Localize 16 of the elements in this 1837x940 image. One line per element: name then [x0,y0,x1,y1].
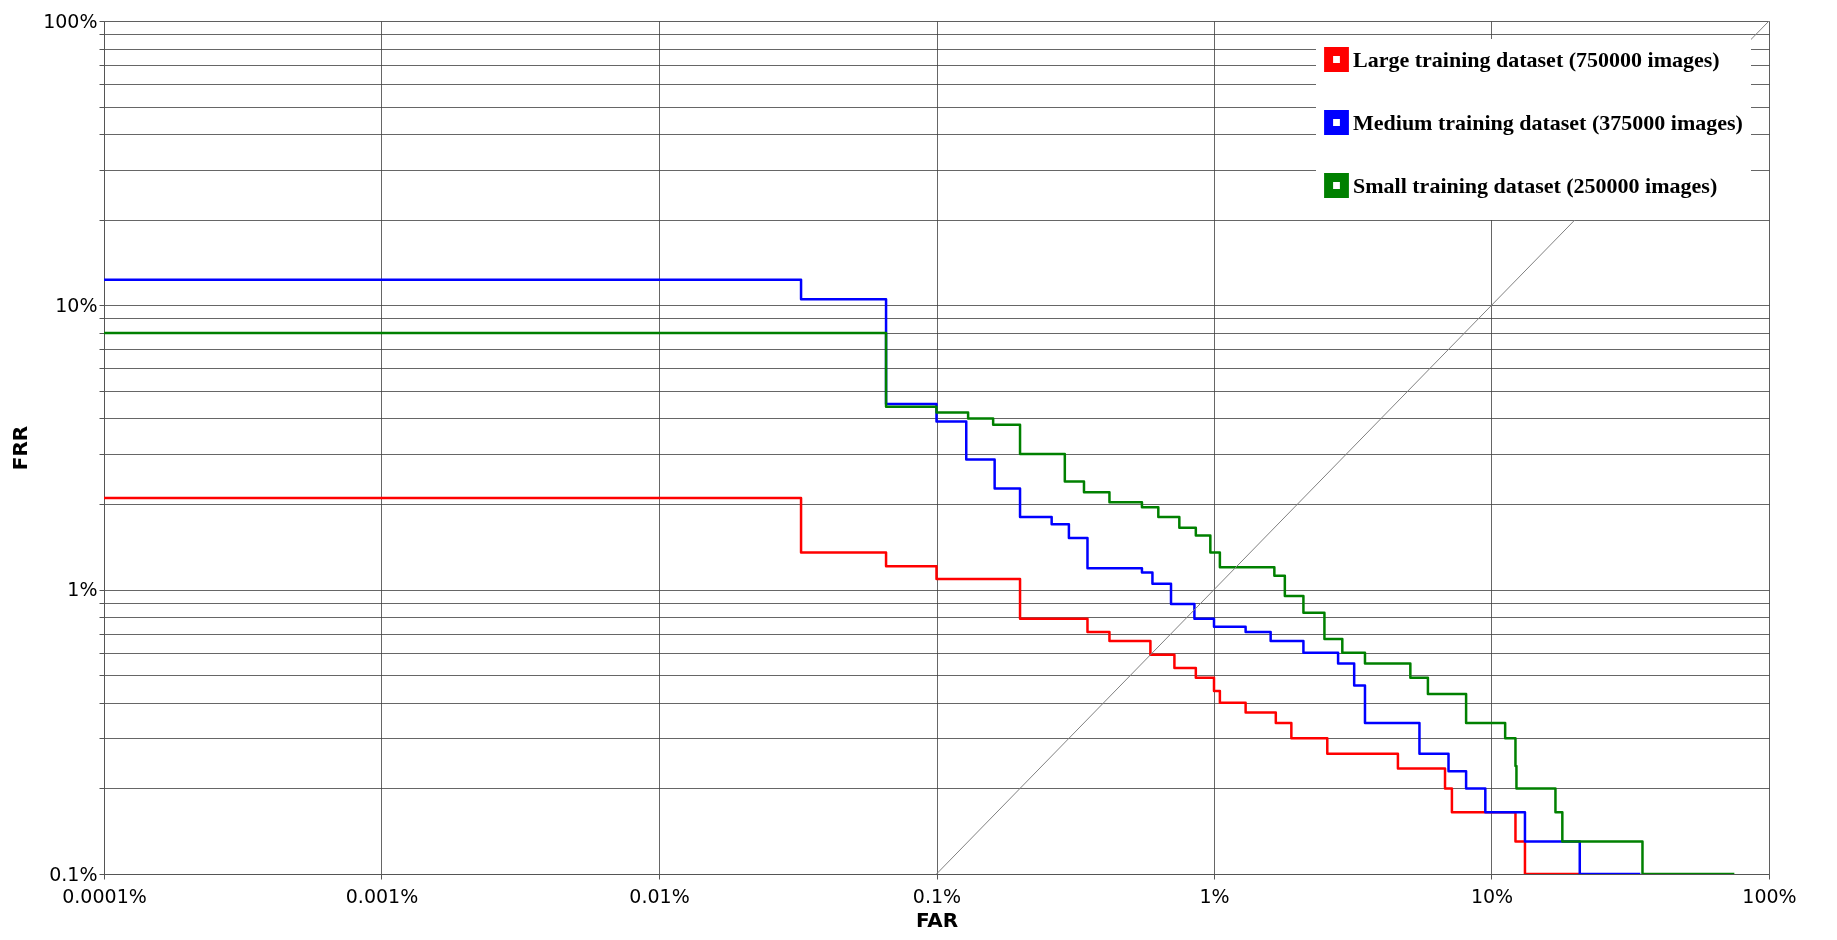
legend-label: Large training dataset (750000 images) [1353,46,1720,72]
legend-label: Medium training dataset (375000 images) [1353,109,1743,135]
x-tick-label: 100% [1742,884,1797,907]
y-tick-label: 100% [43,9,98,32]
y-tick-label: 10% [55,293,98,316]
x-tick-label: 0.001% [345,884,419,907]
x-tick-label: 0.0001% [62,884,147,907]
y-tick-label: 1% [67,578,98,601]
y-axis-title: FRR [8,425,33,471]
x-tick-label: 10% [1470,884,1514,907]
x-tick-label: 0.01% [629,884,690,907]
x-tick-label: 0.1% [912,884,962,907]
legend-label: Small training dataset (250000 images) [1353,172,1718,198]
y-tick-label: 0.1% [49,862,98,885]
x-axis-title: FAR [915,907,959,932]
x-tick-label: 1% [1199,884,1230,907]
